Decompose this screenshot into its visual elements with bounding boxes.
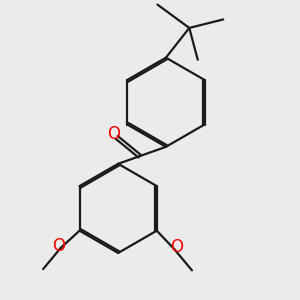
- Text: O: O: [107, 125, 120, 143]
- Text: O: O: [170, 238, 183, 256]
- Text: O: O: [52, 237, 65, 255]
